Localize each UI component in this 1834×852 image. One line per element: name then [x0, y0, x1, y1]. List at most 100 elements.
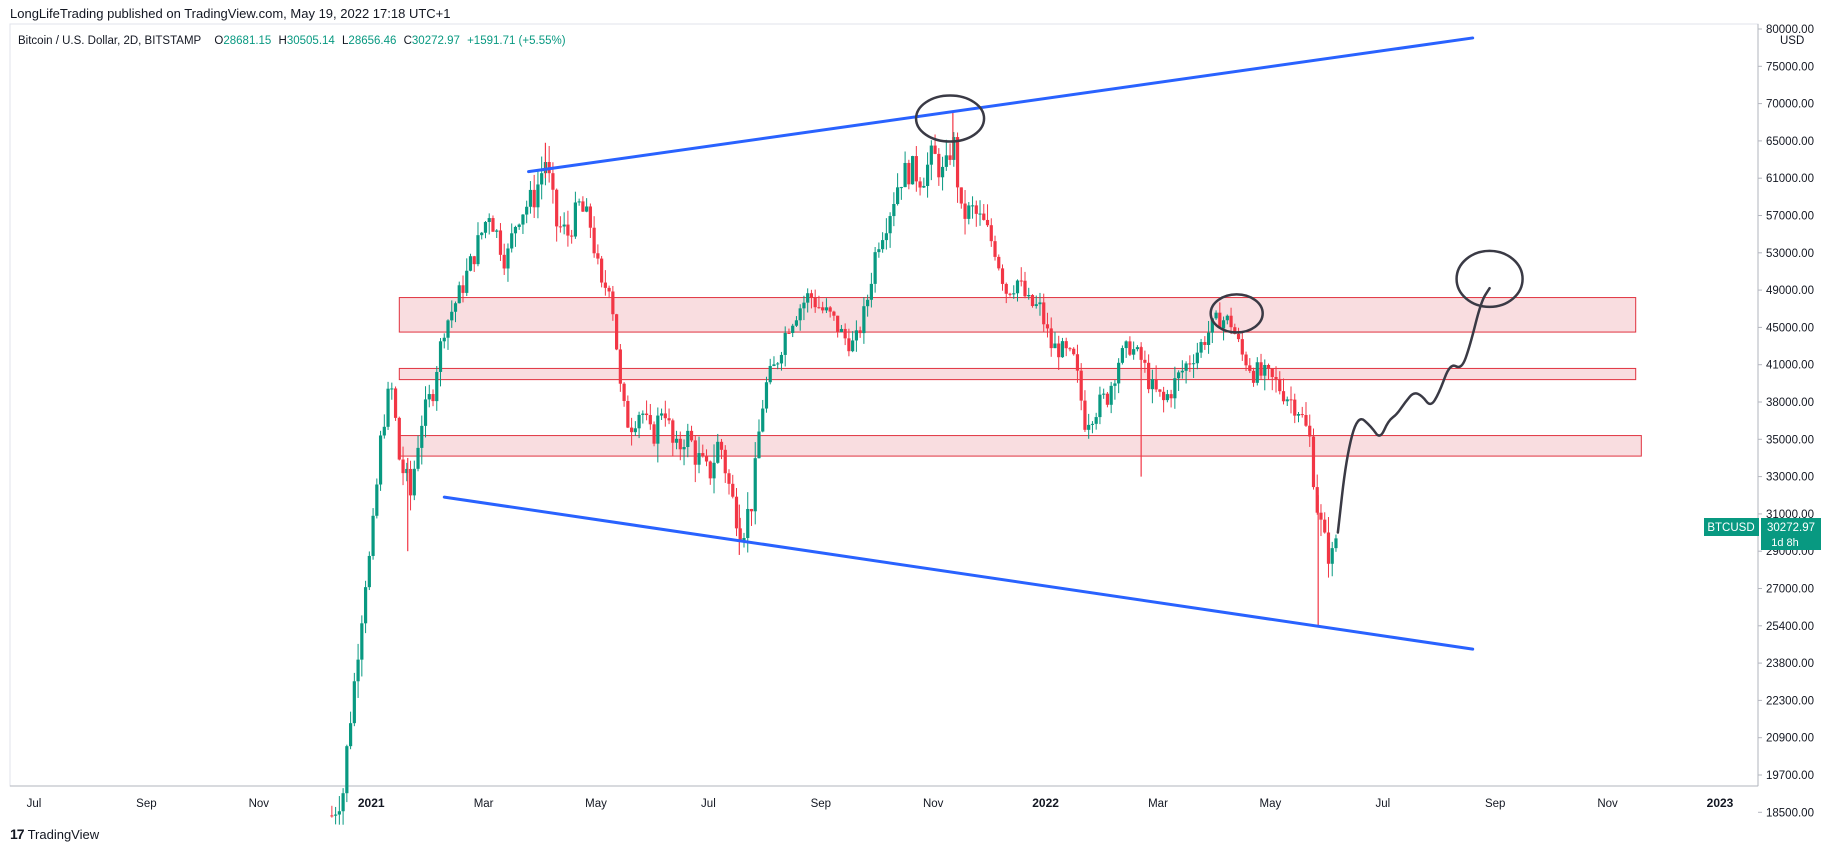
candle-body — [686, 430, 690, 448]
candle-body — [592, 227, 596, 254]
candle-body — [742, 537, 746, 541]
candle-body — [558, 226, 563, 228]
support-resistance-zone[interactable] — [398, 367, 1637, 381]
candle-body — [461, 285, 465, 293]
candle-body — [768, 365, 772, 383]
candle-body — [513, 226, 518, 234]
candle-body — [787, 332, 791, 334]
candle-body — [997, 256, 1001, 269]
support-resistance-zone[interactable] — [398, 435, 1642, 457]
candle-body — [1132, 349, 1136, 355]
trendline[interactable] — [527, 36, 1475, 174]
candle-body — [772, 364, 776, 366]
candle-body — [678, 438, 682, 450]
candle-body — [615, 314, 619, 350]
candle-body — [697, 453, 701, 465]
candle-body — [1274, 376, 1278, 379]
candle-body — [476, 235, 480, 265]
x-tick-label: Nov — [923, 798, 944, 810]
candle-body — [723, 449, 727, 474]
candle-body — [881, 240, 885, 250]
candle-body — [862, 306, 866, 334]
candle-body — [663, 413, 667, 419]
candle-body — [1169, 394, 1173, 399]
candle-body — [1075, 354, 1080, 371]
y-tick-label: 80000.00 — [1766, 24, 1814, 36]
candle-body — [337, 811, 341, 815]
candle-body — [1072, 348, 1076, 355]
candle-body — [1057, 343, 1061, 358]
candle-body — [866, 299, 870, 307]
candle-body — [334, 814, 338, 816]
candle-body — [1120, 348, 1125, 363]
candle-body — [1334, 538, 1338, 549]
candle-body — [1236, 333, 1241, 340]
candle-body — [637, 414, 641, 429]
x-tick-label: Jul — [701, 798, 716, 810]
candle-body — [753, 458, 757, 512]
candle-body — [1117, 362, 1121, 384]
y-tick-label: 22300.00 — [1766, 695, 1814, 707]
currency-label: USD — [1780, 35, 1804, 47]
candle-body — [982, 213, 986, 220]
x-tick-label: 2021 — [358, 796, 385, 810]
x-tick-label: Mar — [1148, 798, 1168, 810]
candle-body — [1214, 312, 1218, 319]
support-resistance-zone[interactable] — [398, 297, 1637, 333]
candle-body — [1027, 295, 1031, 297]
x-tick-label: May — [1260, 798, 1282, 810]
candle-body — [1296, 414, 1301, 416]
tradingview-footer[interactable]: 17 TradingView — [10, 826, 99, 842]
circle-annotation[interactable] — [1455, 249, 1524, 309]
candle-body — [390, 388, 394, 390]
circle-annotation[interactable] — [1209, 293, 1264, 334]
y-tick-label: 49000.00 — [1766, 285, 1814, 297]
candle-body — [944, 155, 948, 167]
candle-body — [648, 415, 652, 425]
candle-body — [1281, 391, 1286, 402]
candle-body — [1012, 293, 1016, 295]
candle-body — [809, 293, 814, 298]
x-tick-label: Jul — [1375, 798, 1390, 810]
projection-drawing[interactable] — [1336, 286, 1491, 534]
x-tick-label: Sep — [811, 798, 831, 810]
bar-countdown: 1d 8h — [1771, 537, 1799, 549]
candle-body — [446, 320, 450, 338]
candle-body — [506, 248, 510, 269]
candle-body — [465, 270, 469, 293]
candle-body — [480, 232, 484, 236]
candle-body — [1064, 341, 1068, 349]
y-tick-label: 61000.00 — [1766, 173, 1814, 185]
candle-body — [1147, 362, 1151, 390]
trendline[interactable] — [442, 495, 1475, 651]
candle-body — [738, 528, 742, 541]
candle-body — [341, 793, 345, 812]
candle-body — [884, 233, 888, 241]
candle-body — [611, 291, 615, 315]
last-price-tag[interactable]: BTCUSD 30272.97 1d 8h — [1704, 518, 1821, 550]
candle-body — [1221, 320, 1226, 329]
x-tick-label: Nov — [249, 798, 270, 810]
x-tick-label: Mar — [474, 798, 494, 810]
candle-body — [551, 173, 555, 190]
candle-body — [1053, 343, 1057, 349]
candle-body — [423, 399, 428, 426]
candle-body — [1311, 436, 1316, 488]
candle-body — [821, 307, 825, 311]
y-tick-label: 53000.00 — [1766, 248, 1814, 260]
candle-body — [1255, 362, 1259, 383]
candle-body — [817, 307, 821, 309]
candle-body — [659, 413, 664, 416]
candle-body — [873, 252, 877, 284]
candle-body — [540, 173, 544, 185]
candle-body — [536, 184, 540, 208]
candle-body — [566, 224, 570, 236]
circle-annotation[interactable] — [914, 94, 986, 143]
candle-body — [427, 394, 431, 400]
candle-body — [802, 302, 806, 309]
candle-body — [970, 205, 975, 207]
y-tick-label: 31000.00 — [1766, 509, 1814, 521]
candle-body — [993, 241, 997, 257]
candle-body — [1180, 370, 1184, 373]
